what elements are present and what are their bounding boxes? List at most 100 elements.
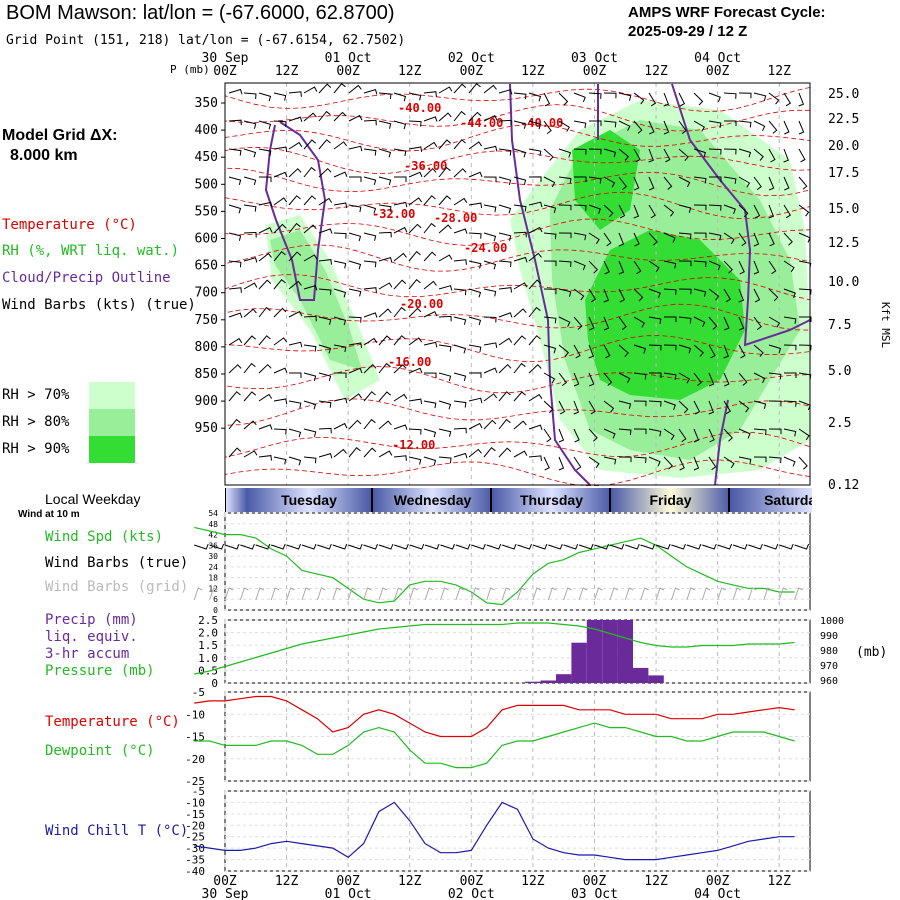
wind-barb [633,344,647,354]
wind-barb [288,341,303,348]
wind-barb [633,120,643,134]
wind-barb [663,92,670,107]
rh-fill-4 [585,230,745,400]
wind-barb [513,391,526,402]
date-label-bottom: 04 Oct [694,887,741,900]
wind-barb-grid [593,587,603,601]
wind-barb [693,400,701,415]
wind-barb [678,232,692,240]
pressure-tick-label: 500 [195,177,218,192]
wind-barb [663,176,673,190]
wind-barb [483,367,498,374]
wind-barb [798,148,806,163]
wind-barb [258,120,272,130]
wind-barb [513,120,527,129]
wind-barb [378,282,393,290]
hour-label-bottom: 12Z [767,874,791,889]
wind-barb [618,316,627,331]
date-label-top: 30 Sep [202,51,249,66]
wind-barb [588,428,598,442]
temp-contour-0 [224,87,811,112]
wind-barb [708,92,721,103]
temp-tick-label: -25 [185,775,205,788]
wind-barb [543,400,554,414]
wind-barb [513,92,527,100]
wind-barb [498,232,512,241]
height-tick-label: 15.0 [828,202,859,217]
wind-barb [543,148,554,161]
wind-barb [468,448,482,458]
wind-barb-true [424,543,440,550]
wind-barb [633,204,640,219]
windchill-tick-label: -40 [185,865,205,878]
temp-contour-9 [224,303,811,331]
wind-barb [348,367,363,374]
wind-barb-true [548,543,563,550]
wind-barb [483,115,498,122]
date-label-top: 02 Oct [448,51,495,66]
wind-barb [453,110,466,122]
wind-barb [724,120,737,126]
wind-barb [588,204,601,214]
wind-barb [648,316,662,324]
grid-point-label: Grid Point (151, 218) lat/lon = (-67.615… [6,33,406,48]
temp-contour-label-8: -16.00 [388,355,431,369]
wind-barb [513,420,527,430]
precip-bar [648,675,664,683]
wind-barb [483,204,497,213]
wind-barb [498,148,512,156]
wind-barb [768,232,775,247]
wind-barb [618,428,632,436]
wind-barb [408,146,423,152]
wind-barb-true [209,543,225,550]
temp-contour-7 [224,244,811,272]
wind-barb [603,148,617,158]
wind-barb-true [286,543,302,550]
wind-barb [483,446,496,458]
wind-barb [678,316,692,324]
hour-label-top: 12Z [398,64,422,79]
precip-bar [525,681,541,683]
wind-barb [378,92,392,100]
wind-barb [318,400,332,408]
hour-label-top: 12Z [767,64,791,79]
wind-barb [513,308,527,318]
wind-barb [273,197,288,206]
wind-barb [738,456,752,465]
wind-barb [333,260,347,269]
wind-barb [243,308,257,318]
hour-label-top: 00Z [460,64,484,79]
wind-barb [678,148,689,162]
wind-barb-grid [224,587,234,601]
wind-barb [318,372,332,382]
wind-barb-true [271,543,286,550]
wind-barb-grid [286,587,295,601]
wind-barb [693,316,706,328]
wind-barb [738,316,745,331]
wind-barb-true [655,543,671,550]
pressure-tick-label: 350 [195,96,218,111]
wind-barb [273,428,287,435]
temp-tick-label: -20 [185,753,205,766]
wind-barb [483,176,497,183]
wind-barb [798,204,810,217]
wind-barb [693,92,704,106]
wind-barb-grid [717,587,726,601]
wind-barb [543,204,557,214]
wind-barb [693,232,707,239]
wind-barb [303,400,317,410]
wind-barb [648,204,656,219]
wind-barb-true [640,543,656,550]
wind-barb [768,148,776,163]
wind-barb [738,120,752,128]
wind-barb [573,232,587,241]
wind-barb [408,367,423,374]
wind-barb [588,344,594,359]
wind-barb [558,176,572,184]
wind-barb [363,119,377,126]
temp-contour-12 [224,398,811,426]
wind-barb [633,92,645,105]
hour-label-bottom: 00Z [336,874,360,889]
wind-barb [228,312,243,318]
wind-barb [528,424,543,430]
